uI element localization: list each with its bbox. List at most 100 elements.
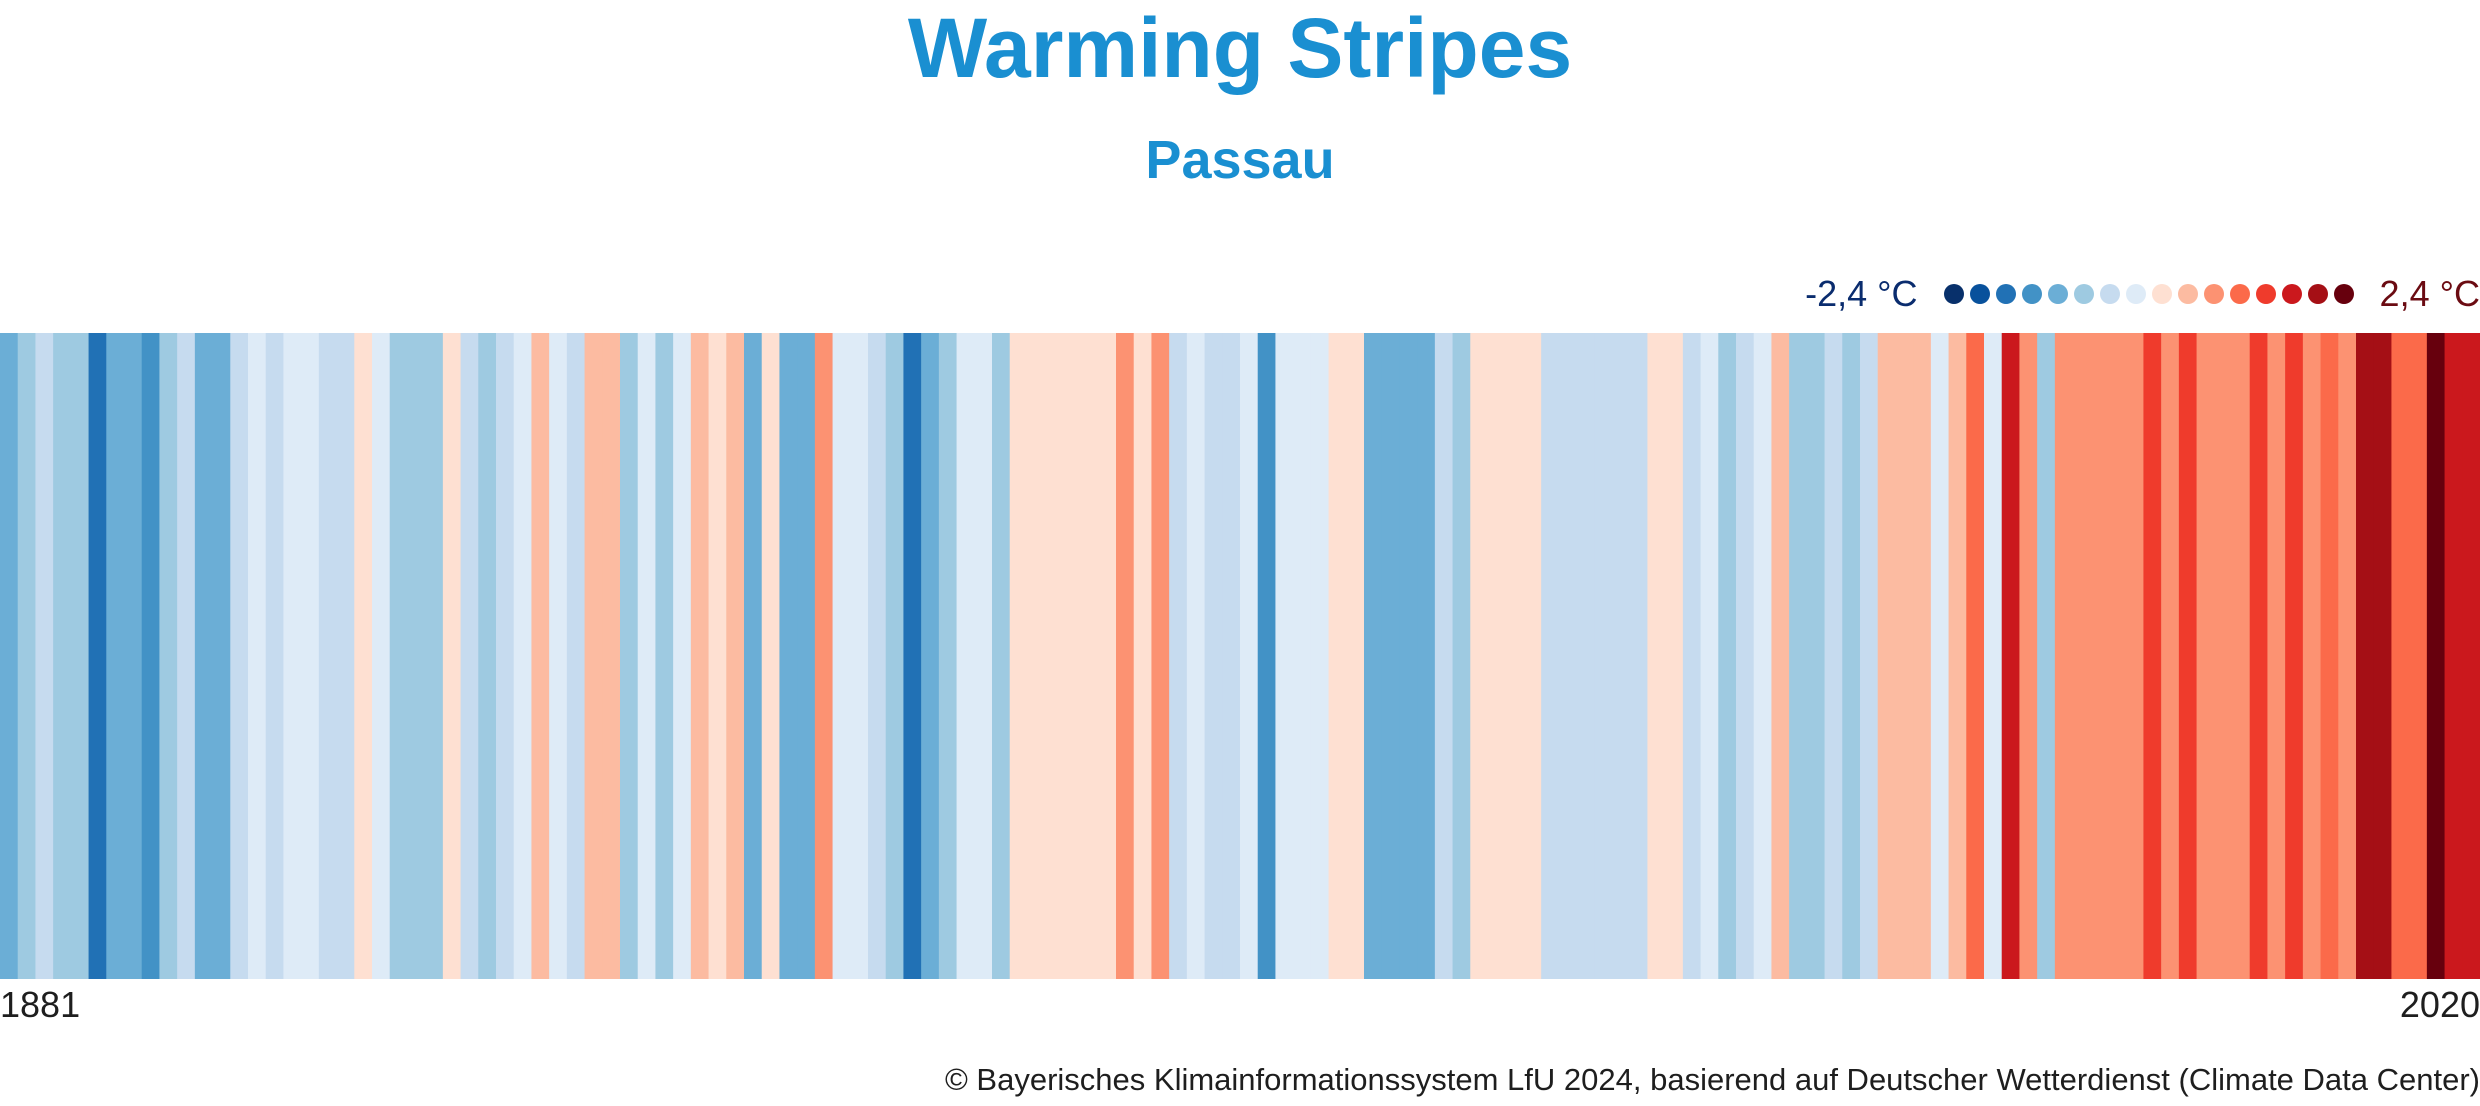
stripe-1896: [265, 333, 285, 979]
stripe-1970: [1576, 333, 1595, 979]
stripe-1882: [17, 333, 37, 979]
legend-dot-2: [1995, 284, 2016, 304]
legend-max-label: 2,4 °C: [2379, 273, 2480, 314]
stripe-2016: [2391, 333, 2410, 979]
legend-dot-11: [2229, 284, 2250, 304]
stripe-1900: [336, 333, 355, 979]
stripe-1978: [1718, 333, 1737, 979]
stripe-2013: [2338, 333, 2357, 979]
stripe-1988: [1895, 333, 1914, 979]
stripe-1943: [1098, 333, 1117, 979]
stripe-2017: [2409, 333, 2428, 979]
stripe-1906: [442, 333, 462, 979]
stripe-1998: [2072, 333, 2091, 979]
stripe-1975: [1665, 333, 1684, 979]
stripe-1976: [1682, 333, 1702, 979]
stripe-1956: [1328, 333, 1347, 979]
stripe-1974: [1647, 333, 1666, 979]
stripe-1961: [1417, 333, 1436, 979]
stripe-1965: [1488, 333, 1507, 979]
stripe-2008: [2249, 333, 2269, 979]
stripe-1916: [620, 333, 639, 979]
stripe-1914: [584, 333, 603, 979]
stripe-1969: [1558, 333, 1578, 979]
stripe-1936: [974, 333, 993, 979]
legend-dot-4: [2047, 284, 2068, 304]
stripe-2011: [2302, 333, 2322, 979]
stripe-1972: [1612, 333, 1631, 979]
stripe-1913: [566, 333, 586, 979]
stripe-2002: [2143, 333, 2162, 979]
stripe-2020: [2462, 333, 2480, 979]
stripe-1966: [1505, 333, 1525, 979]
stripe-1971: [1594, 333, 1613, 979]
stripe-1994: [2001, 333, 2021, 979]
stripe-1888: [124, 333, 143, 979]
stripe-1958: [1364, 333, 1383, 979]
stripe-1938: [1009, 333, 1029, 979]
stripe-1930: [868, 333, 887, 979]
stripe-1955: [1310, 333, 1330, 979]
stripe-1904: [407, 333, 426, 979]
stripe-1962: [1434, 333, 1454, 979]
legend-dot-3: [2021, 284, 2042, 304]
legend-dot-1: [1969, 284, 1990, 304]
stripe-1984: [1824, 333, 1843, 979]
stripe-1929: [850, 333, 869, 979]
stripe-1912: [549, 333, 568, 979]
stripe-1901: [354, 333, 373, 979]
legend-dot-14: [2307, 284, 2328, 304]
stripe-1949: [1204, 333, 1223, 979]
stripe-1967: [1523, 333, 1542, 979]
stripe-1884: [53, 333, 72, 979]
stripe-1897: [283, 333, 302, 979]
stripe-1960: [1399, 333, 1418, 979]
stripe-1894: [230, 333, 249, 979]
stripe-1996: [2037, 333, 2056, 979]
stripe-1963: [1452, 333, 1471, 979]
stripe-2019: [2444, 333, 2463, 979]
stripe-1898: [301, 333, 320, 979]
stripe-2009: [2267, 333, 2286, 979]
stripe-1946: [1151, 333, 1170, 979]
stripe-1947: [1169, 333, 1188, 979]
stripe-1981: [1771, 333, 1790, 979]
stripe-1920: [690, 333, 710, 979]
stripe-1926: [797, 333, 816, 979]
stripe-1924: [761, 333, 781, 979]
stripe-2005: [2196, 333, 2215, 979]
stripe-1997: [2054, 333, 2074, 979]
stripe-1944: [1116, 333, 1135, 979]
stripe-1921: [708, 333, 727, 979]
stripe-2015: [2373, 333, 2393, 979]
stripe-1948: [1186, 333, 1206, 979]
stripe-1905: [425, 333, 444, 979]
stripe-1903: [389, 333, 409, 979]
stripe-1886: [88, 333, 107, 979]
color-legend: -2,4 °C 2,4 °C: [1805, 266, 2480, 322]
stripe-1983: [1806, 333, 1826, 979]
stripe-1940: [1045, 333, 1064, 979]
stripe-1999: [2090, 333, 2109, 979]
stripe-1995: [2019, 333, 2038, 979]
stripe-1910: [513, 333, 533, 979]
legend-dot-5: [2073, 284, 2094, 304]
stripe-1951: [1240, 333, 1259, 979]
stripe-2004: [2178, 333, 2198, 979]
stripe-1937: [992, 333, 1011, 979]
stripe-2000: [2108, 333, 2127, 979]
stripe-1986: [1860, 333, 1879, 979]
legend-dot-0: [1943, 284, 1964, 304]
legend-dot-9: [2177, 284, 2198, 304]
stripe-1950: [1222, 333, 1241, 979]
stripe-1881: [0, 333, 19, 979]
stripe-1932: [903, 333, 922, 979]
stripe-1942: [1080, 333, 1099, 979]
stripe-1952: [1257, 333, 1277, 979]
legend-dot-10: [2203, 284, 2224, 304]
stripe-1979: [1736, 333, 1755, 979]
stripe-1959: [1381, 333, 1401, 979]
chart-subtitle: Passau: [1145, 130, 1335, 190]
stripe-1922: [726, 333, 745, 979]
stripe-1907: [460, 333, 479, 979]
